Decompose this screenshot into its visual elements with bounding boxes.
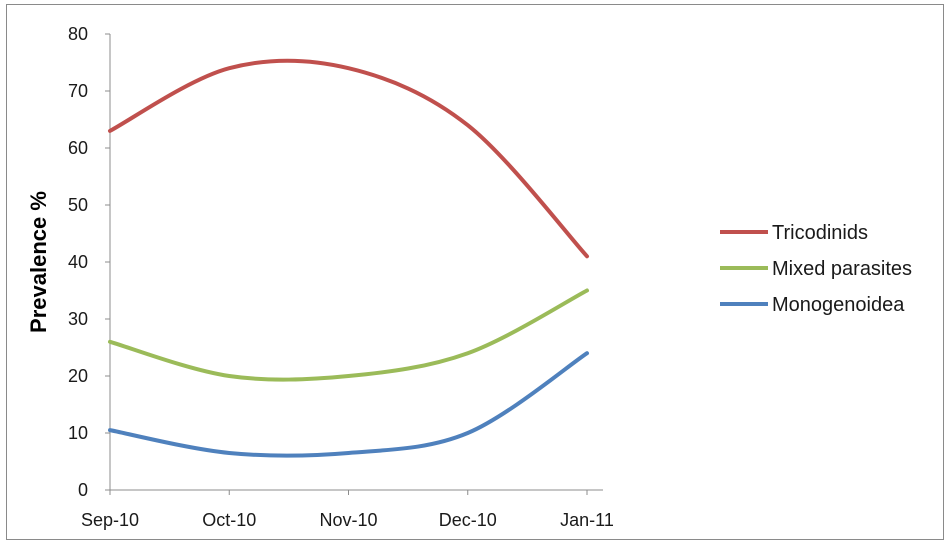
- y-tick-label: 70: [68, 81, 88, 101]
- x-tick-label: Jan-11: [560, 510, 614, 530]
- y-tick-label: 80: [68, 24, 88, 44]
- x-tick-label: Sep-10: [81, 510, 139, 530]
- y-tick-label: 30: [68, 309, 88, 329]
- chart-frame: [6, 4, 944, 540]
- series-line-monogenoidea: [108, 351, 589, 458]
- x-tick-labels: Sep-10 Oct-10 Nov-10 Dec-10 Jan-11: [81, 490, 614, 530]
- y-tick-label: 20: [68, 366, 88, 386]
- legend: Tricodinids Mixed parasites Monogenoidea: [720, 222, 912, 316]
- y-tick-label: 0: [78, 480, 88, 500]
- legend-label-mixed-parasites: Mixed parasites: [772, 258, 912, 280]
- x-tick-label: Dec-10: [439, 510, 497, 530]
- y-tick-label: 40: [68, 252, 88, 272]
- y-tick-label: 60: [68, 138, 88, 158]
- y-axis-title: Prevalence %: [26, 191, 51, 333]
- series-lines: [108, 58, 589, 458]
- legend-label-tricodinids: Tricodinids: [772, 222, 868, 244]
- y-tick-labels: 0 10 20 30 40 50 60 70 80: [68, 24, 110, 500]
- x-tick-label: Nov-10: [319, 510, 377, 530]
- legend-label-monogenoidea: Monogenoidea: [772, 294, 905, 316]
- series-line-tricodinids: [108, 58, 589, 259]
- x-tick-label: Oct-10: [202, 510, 256, 530]
- y-tick-label: 50: [68, 195, 88, 215]
- series-line-mixed-parasites: [108, 288, 589, 382]
- y-tick-label: 10: [68, 423, 88, 443]
- axes: [109, 34, 603, 491]
